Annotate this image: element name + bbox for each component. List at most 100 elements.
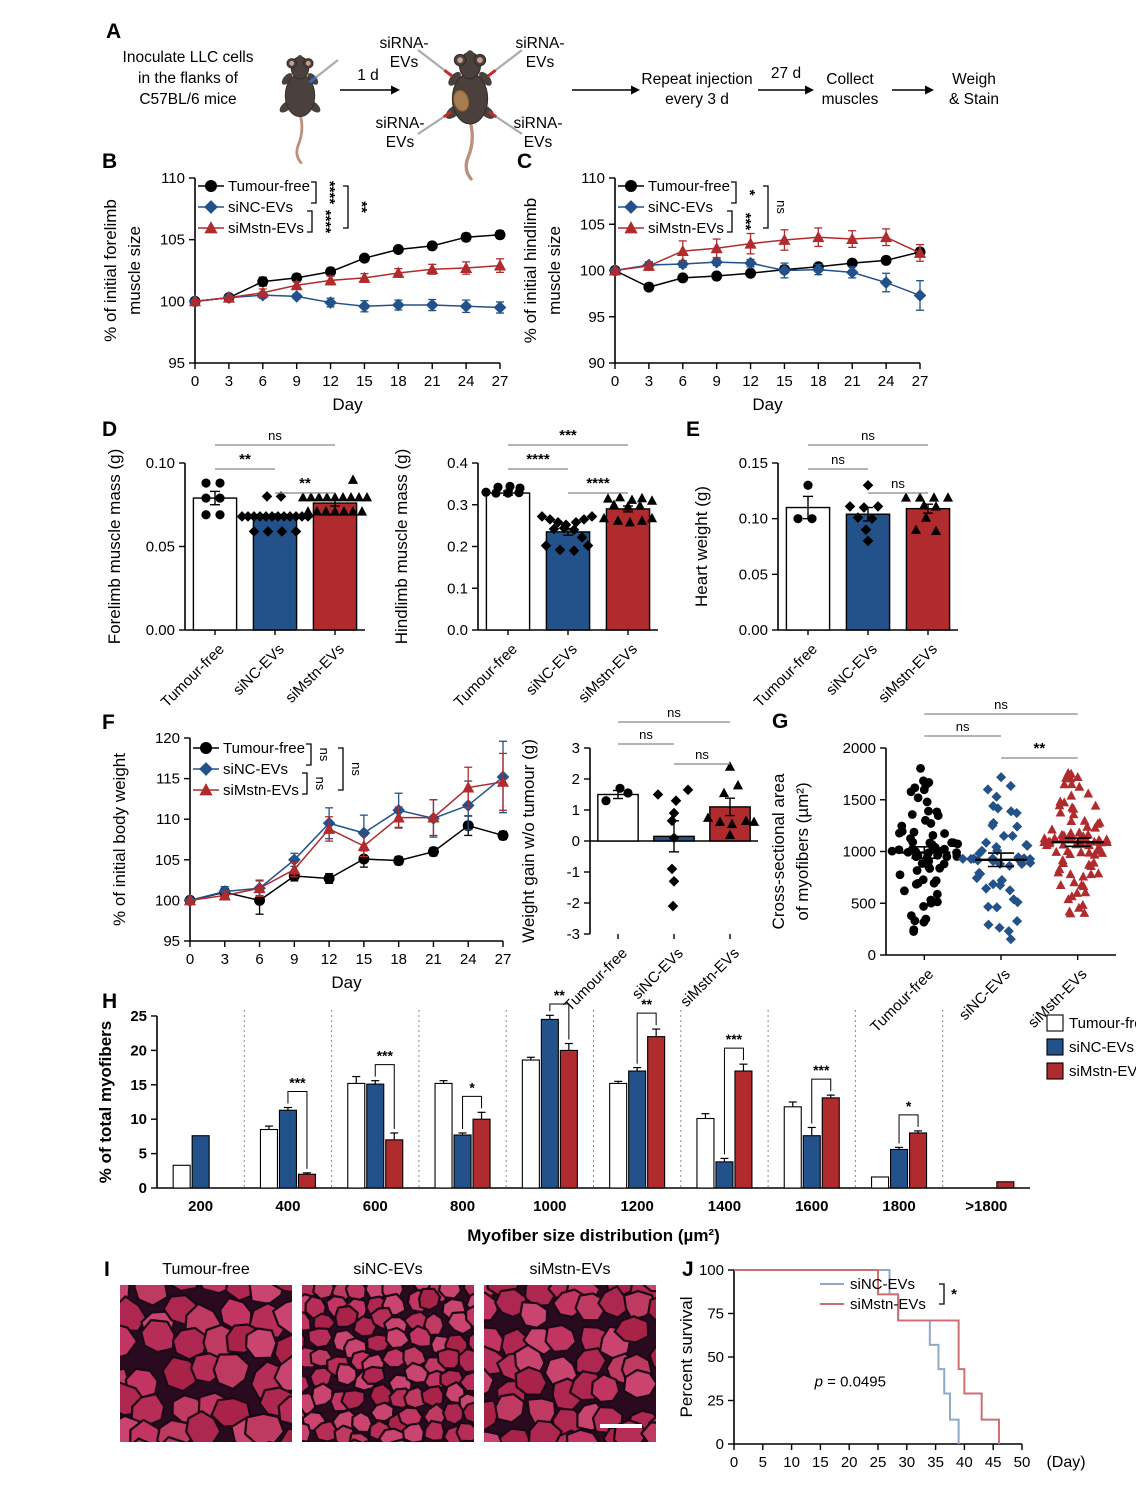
svg-text:3: 3: [225, 373, 233, 390]
svg-text:siRNA-: siRNA-: [379, 35, 428, 52]
mouse-illustration: [445, 50, 495, 181]
svg-text:105: 105: [155, 852, 180, 869]
series-siNC-EVs: [608, 255, 927, 311]
svg-text:95: 95: [168, 355, 185, 372]
svg-text:every 3 d: every 3 d: [665, 91, 729, 108]
svg-text:0.1: 0.1: [447, 580, 468, 597]
panel-h-size-distribution-bar: 0 5 10 15 20 25 % of total myofibers 200 400 600 8…: [96, 987, 1136, 1245]
svg-text:21: 21: [425, 951, 442, 968]
panel-label-f: F: [102, 711, 115, 734]
svg-text:muscle size: muscle size: [125, 226, 144, 315]
svg-text:ns: ns: [317, 748, 332, 762]
svg-text:siMstn-EVs: siMstn-EVs: [575, 641, 641, 707]
svg-text:20: 20: [841, 1454, 858, 1471]
panel-label-j: J: [682, 1258, 694, 1281]
scatter-group-siMstn-EVs: [1039, 767, 1112, 918]
svg-text:***: ***: [726, 1031, 743, 1047]
svg-text:****: ****: [586, 475, 610, 492]
panel-c-hindlimb-line-chart: 90 95 100 105 110 0 3 6 9 12 15 18 21 24 27 Day % of ini…: [521, 170, 928, 414]
svg-text:Weight gain w/o tumour (g): Weight gain w/o tumour (g): [519, 739, 538, 943]
svg-text:***: ***: [289, 1075, 306, 1091]
svg-text:1 d: 1 d: [357, 67, 379, 84]
svg-text:EVs: EVs: [524, 134, 553, 151]
series-siNC-EVs: [188, 288, 507, 314]
axes: 0 5 10 15 20 25 % of total myofibers 200 400 600 8…: [96, 1008, 1030, 1245]
svg-text:15: 15: [812, 1454, 829, 1471]
svg-text:0: 0: [572, 833, 580, 850]
svg-text:ns: ns: [313, 777, 328, 791]
svg-text:0: 0: [191, 373, 199, 390]
svg-text:**: **: [641, 996, 652, 1012]
svg-text:15: 15: [130, 1077, 147, 1094]
svg-text:siMstn-EVs: siMstn-EVs: [228, 220, 304, 237]
svg-text:Percent survival: Percent survival: [677, 1297, 696, 1418]
series-Tumour-free: [184, 815, 509, 915]
svg-text:Tumour-free: Tumour-free: [451, 641, 521, 711]
svg-text:20: 20: [130, 1042, 147, 1059]
svg-text:1600: 1600: [795, 1198, 828, 1215]
svg-text:siRNA-: siRNA-: [513, 115, 562, 132]
svg-text:EVs: EVs: [390, 54, 419, 71]
svg-text:% of initial body weight: % of initial body weight: [110, 753, 129, 926]
svg-text:Forelimb muscle mass (g): Forelimb muscle mass (g): [105, 449, 124, 645]
svg-text:siNC-EVs: siNC-EVs: [1069, 1039, 1134, 1056]
svg-text:***: ***: [559, 427, 577, 444]
svg-text:siRNA-: siRNA-: [515, 35, 564, 52]
svg-text:ns: ns: [774, 200, 789, 214]
series-siMstn-EVs: [183, 752, 510, 906]
svg-text:110: 110: [156, 811, 180, 828]
svg-text:50: 50: [707, 1349, 724, 1366]
svg-text:100: 100: [580, 263, 605, 280]
scatter-group-Tumour-free: [887, 763, 963, 936]
svg-text:15: 15: [776, 373, 793, 390]
svg-text:& Stain: & Stain: [949, 91, 999, 108]
histology-title-tumour-free: Tumour-free: [162, 1261, 250, 1278]
svg-text:110: 110: [581, 170, 605, 187]
muscle-fibers: [120, 1285, 292, 1442]
svg-text:Day: Day: [752, 395, 783, 414]
svg-text:Myofiber size distribution (µm: Myofiber size distribution (µm²): [467, 1226, 720, 1245]
svg-text:24: 24: [878, 373, 895, 390]
svg-text:12: 12: [742, 373, 759, 390]
panel-label-h: H: [102, 990, 118, 1013]
svg-text:3: 3: [572, 740, 580, 757]
panel-a-schematic: Inoculate LLC cells in the flanks of C57BL…: [123, 35, 999, 181]
svg-text:Day: Day: [331, 973, 362, 992]
svg-text:21: 21: [424, 373, 441, 390]
svg-text:75: 75: [707, 1306, 724, 1323]
muscle-fibers: [302, 1285, 474, 1442]
svg-text:0.0: 0.0: [447, 622, 468, 639]
svg-text:****: ****: [526, 451, 550, 468]
svg-text:27 d: 27 d: [771, 65, 801, 82]
svg-text:siNC-EVs: siNC-EVs: [850, 1276, 915, 1293]
mouse-illustration: [279, 55, 321, 165]
svg-text:12: 12: [321, 951, 338, 968]
svg-text:muscles: muscles: [822, 91, 879, 108]
svg-text:30: 30: [898, 1454, 915, 1471]
svg-text:105: 105: [580, 216, 605, 233]
svg-text:0: 0: [186, 951, 194, 968]
svg-text:in the flanks of: in the flanks of: [138, 70, 239, 87]
panel-e-heart-weight-bar: 0.00 0.05 0.10 0.15 Heart weight (g) Tumour-f…: [692, 428, 958, 711]
svg-text:siNC-EVs: siNC-EVs: [648, 199, 713, 216]
panel-label-b: B: [102, 150, 118, 173]
svg-text:**: **: [353, 201, 370, 213]
svg-text:6: 6: [679, 373, 687, 390]
svg-text:ns: ns: [268, 428, 282, 443]
panel-d-forelimb-mass-bar: 0.00 0.05 0.10 Forelimb muscle mass (g) Tumo…: [105, 428, 373, 711]
svg-text:siNC-EVs: siNC-EVs: [228, 199, 293, 216]
scatter-group-siNC-EVs: [957, 772, 1036, 945]
svg-text:100: 100: [155, 892, 180, 909]
svg-text:0.3: 0.3: [447, 497, 468, 514]
svg-text:***: ***: [813, 1062, 830, 1078]
svg-text:siMstn-EVs: siMstn-EVs: [648, 220, 724, 237]
svg-text:ns: ns: [349, 762, 364, 776]
svg-text:% of initial forelimb: % of initial forelimb: [101, 199, 120, 342]
axes: 90 95 100 105 110 0 3 6 9 12 15 18 21 24 27 Day % of ini…: [521, 170, 928, 414]
svg-text:2000: 2000: [843, 740, 876, 757]
